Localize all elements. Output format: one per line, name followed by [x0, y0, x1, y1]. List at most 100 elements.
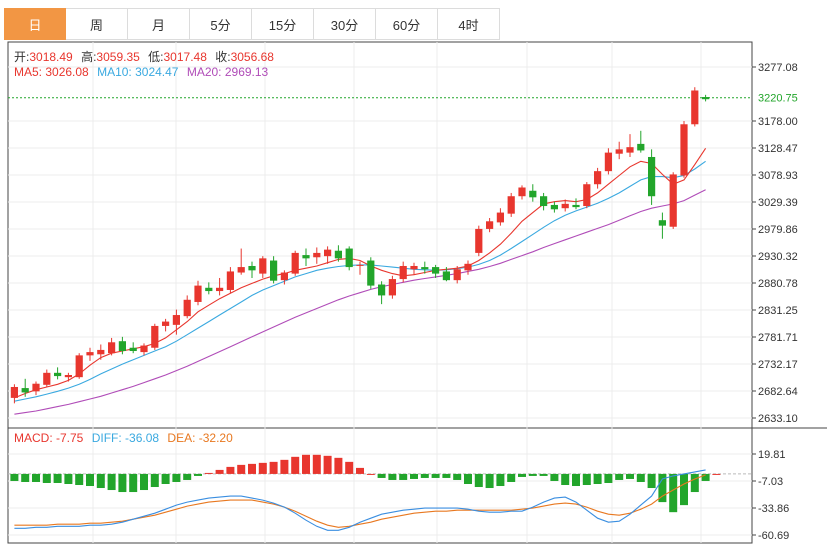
candle-body-42 — [464, 263, 472, 271]
candle-body-48 — [529, 190, 537, 198]
ma5-label: MA5: — [14, 65, 46, 79]
macd-value: -7.75 — [56, 431, 84, 445]
macd-bar-27 — [302, 454, 310, 474]
candle-body-0 — [10, 386, 18, 398]
candle-body-54 — [594, 171, 602, 185]
open-label: 开: — [14, 50, 30, 64]
candle-body-17 — [194, 285, 202, 302]
candle-body-5 — [64, 374, 72, 378]
macd-info: MACD: -7.75 DIFF: -36.08 DEA: -32.20 — [14, 431, 233, 445]
macd-bar-0 — [10, 473, 19, 481]
macd-bar-4 — [53, 473, 62, 483]
ma20-label: MA20: — [186, 65, 225, 79]
candle-body-49 — [540, 196, 548, 207]
candle-body-3 — [43, 372, 51, 385]
macd-bar-31 — [345, 461, 354, 474]
candle-body-57 — [626, 147, 634, 153]
macd-bar-50 — [550, 473, 559, 481]
tab-7[interactable]: 4时 — [438, 8, 500, 40]
tab-5[interactable]: 30分 — [314, 8, 376, 40]
macd-bar-9 — [107, 473, 116, 491]
macd-bar-43 — [474, 473, 483, 488]
macd-tick-label-2: -33.86 — [758, 503, 789, 515]
macd-bar-63 — [690, 473, 699, 493]
macd-bar-18 — [204, 472, 213, 474]
candle-body-28 — [313, 252, 321, 258]
macd-bar-42 — [464, 473, 472, 484]
macd-bar-7 — [86, 473, 94, 487]
tab-2[interactable]: 月 — [128, 8, 190, 40]
macd-bar-8 — [96, 473, 105, 489]
macd-bar-44 — [485, 473, 494, 489]
tab-6[interactable]: 60分 — [376, 8, 438, 40]
candle-body-38 — [421, 267, 429, 270]
candle-body-32 — [356, 264, 364, 266]
ma10-line — [14, 160, 706, 402]
macd-bar-64 — [701, 473, 710, 481]
candle-body-35 — [388, 279, 396, 296]
last-price-label: 3220.75 — [758, 93, 798, 105]
macd-bar-65 — [712, 473, 721, 475]
macd-bar-16 — [183, 473, 192, 480]
tab-1[interactable]: 周 — [66, 8, 128, 40]
tab-4[interactable]: 15分 — [252, 8, 314, 40]
macd-bar-20 — [226, 466, 235, 474]
macd-bar-41 — [453, 473, 462, 480]
candle-body-37 — [410, 265, 418, 270]
macd-bar-26 — [291, 456, 300, 474]
candle-body-9 — [108, 342, 116, 354]
macd-bar-3 — [42, 473, 51, 483]
macd-bar-28 — [312, 454, 321, 474]
candle-body-50 — [550, 204, 558, 210]
candle-body-45 — [496, 212, 504, 223]
ma-info: MA5: 3026.08 MA10: 3024.47 MA20: 2969.13 — [14, 65, 268, 79]
macd-bar-33 — [366, 473, 375, 475]
macd-bar-58 — [636, 473, 645, 482]
candle-body-24 — [270, 260, 278, 281]
candle-body-60 — [658, 220, 666, 226]
macd-bar-46 — [507, 473, 516, 482]
macd-bar-17 — [194, 473, 202, 476]
candle-body-27 — [302, 255, 310, 259]
macd-tick-label-1: -7.03 — [758, 476, 783, 488]
candle-body-15 — [172, 315, 180, 325]
macd-bar-35 — [388, 473, 397, 480]
candle-body-13 — [151, 325, 159, 348]
macd-bar-5 — [64, 473, 73, 484]
candle-body-20 — [226, 271, 234, 290]
candle-body-26 — [291, 252, 299, 274]
tab-3[interactable]: 5分 — [190, 8, 252, 40]
candle-body-40 — [442, 271, 450, 281]
macd-bar-11 — [129, 473, 138, 493]
candle-body-23 — [259, 258, 267, 274]
price-tick-label-3: 3078.93 — [758, 170, 798, 182]
macd-bar-34 — [377, 473, 386, 478]
candle-body-22 — [248, 265, 256, 271]
tab-0[interactable]: 日 — [4, 8, 66, 40]
candle-body-43 — [475, 228, 483, 253]
candle-body-36 — [399, 265, 407, 280]
candle-body-44 — [486, 221, 494, 229]
price-tick-label-11: 2682.64 — [758, 386, 798, 398]
close-label: 收: — [215, 50, 231, 64]
price-tick-label-4: 3029.39 — [758, 197, 798, 209]
candle-body-59 — [648, 156, 656, 197]
candle-body-58 — [637, 143, 645, 151]
candle-body-6 — [75, 355, 83, 378]
candle-body-2 — [32, 383, 40, 392]
price-tick-label-10: 2732.17 — [758, 359, 798, 371]
macd-bar-15 — [172, 473, 181, 482]
macd-bar-14 — [161, 473, 170, 484]
macd-bar-49 — [539, 473, 548, 476]
candle-body-1 — [21, 388, 29, 393]
macd-bar-2 — [32, 473, 40, 482]
high-label: 高: — [81, 50, 97, 64]
macd-label: MACD: — [14, 431, 56, 445]
price-tick-label-6: 2930.32 — [758, 251, 798, 263]
macd-bar-52 — [572, 473, 580, 487]
price-tick-label-7: 2880.78 — [758, 278, 798, 290]
ma20-line — [14, 189, 706, 415]
macd-bar-25 — [280, 459, 289, 474]
macd-bar-53 — [582, 473, 591, 486]
timeframe-tabs: 日周月 5分 15分 30分 60分 4时 — [4, 8, 500, 40]
